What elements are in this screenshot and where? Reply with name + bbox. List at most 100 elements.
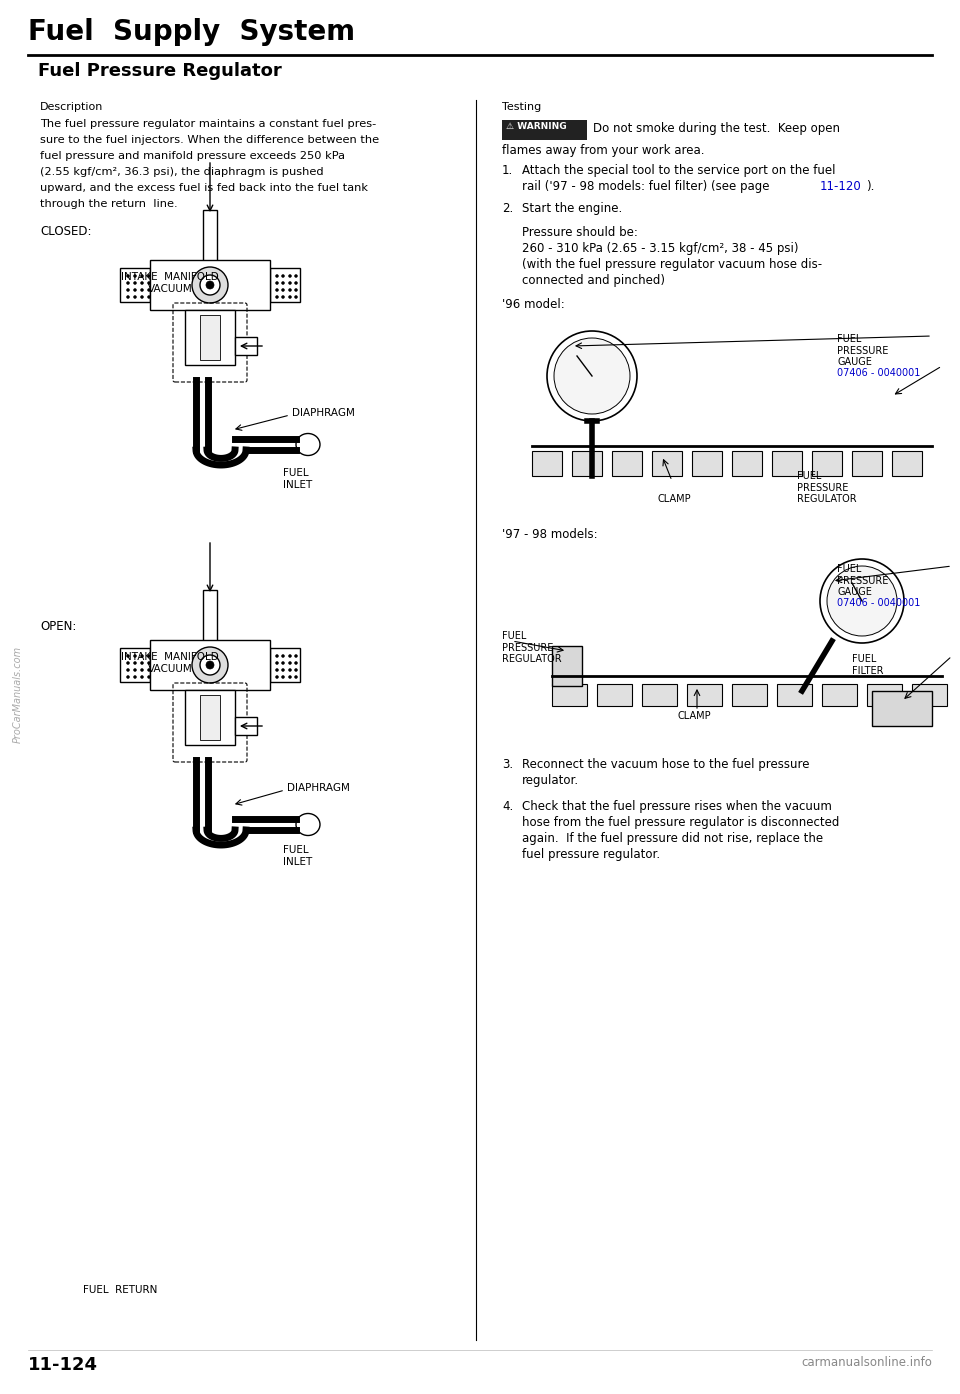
- Text: rail ('97 - 98 models: fuel filter) (see page: rail ('97 - 98 models: fuel filter) (see…: [522, 180, 773, 192]
- Text: carmanualsonline.info: carmanualsonline.info: [802, 1356, 932, 1369]
- Circle shape: [276, 655, 278, 658]
- Circle shape: [127, 289, 130, 291]
- Circle shape: [127, 655, 130, 658]
- Text: Fuel Pressure Regulator: Fuel Pressure Regulator: [38, 61, 281, 79]
- Text: FUEL
PRESSURE
GAUGE: FUEL PRESSURE GAUGE: [837, 565, 888, 597]
- Circle shape: [140, 655, 143, 658]
- Bar: [732, 684, 767, 705]
- Circle shape: [276, 289, 278, 291]
- Circle shape: [295, 289, 298, 291]
- Circle shape: [289, 275, 292, 277]
- Bar: [867, 684, 902, 705]
- Text: CLOSED:: CLOSED:: [40, 224, 91, 238]
- Bar: [235, 717, 257, 735]
- Circle shape: [133, 676, 136, 679]
- Text: fuel pressure and manifold pressure exceeds 250 kPa: fuel pressure and manifold pressure exce…: [40, 151, 345, 160]
- Ellipse shape: [296, 434, 320, 456]
- Text: Do not smoke during the test.  Keep open: Do not smoke during the test. Keep open: [593, 123, 840, 135]
- Text: OPEN:: OPEN:: [40, 620, 77, 633]
- Circle shape: [200, 655, 220, 675]
- Bar: [552, 645, 582, 686]
- Circle shape: [140, 669, 143, 672]
- Circle shape: [133, 282, 136, 284]
- Bar: [532, 452, 562, 475]
- Bar: [120, 648, 150, 682]
- Circle shape: [127, 676, 130, 679]
- Text: Testing: Testing: [502, 102, 541, 112]
- Bar: [270, 648, 300, 682]
- Circle shape: [289, 662, 292, 665]
- Text: '96 model:: '96 model:: [502, 298, 564, 311]
- Circle shape: [127, 662, 130, 665]
- Text: FUEL
FILTER: FUEL FILTER: [852, 654, 883, 676]
- Circle shape: [127, 669, 130, 672]
- Circle shape: [140, 289, 143, 291]
- Bar: [502, 120, 587, 139]
- Text: DIAPHRAGM: DIAPHRAGM: [292, 408, 355, 418]
- Circle shape: [281, 676, 284, 679]
- Text: ⚠ WARNING: ⚠ WARNING: [506, 123, 566, 131]
- Circle shape: [281, 662, 284, 665]
- Text: regulator.: regulator.: [522, 774, 579, 788]
- Bar: [732, 452, 762, 475]
- Circle shape: [281, 655, 284, 658]
- Text: upward, and the excess fuel is fed back into the fuel tank: upward, and the excess fuel is fed back …: [40, 183, 368, 192]
- Bar: [203, 590, 217, 645]
- Circle shape: [295, 662, 298, 665]
- Circle shape: [276, 662, 278, 665]
- Text: 2.: 2.: [502, 202, 514, 215]
- Circle shape: [289, 282, 292, 284]
- Circle shape: [127, 296, 130, 298]
- Text: The fuel pressure regulator maintains a constant fuel pres-: The fuel pressure regulator maintains a …: [40, 118, 376, 130]
- Circle shape: [276, 282, 278, 284]
- Bar: [612, 452, 642, 475]
- Circle shape: [276, 275, 278, 277]
- Circle shape: [295, 275, 298, 277]
- Circle shape: [148, 669, 151, 672]
- Circle shape: [276, 676, 278, 679]
- Circle shape: [206, 661, 214, 669]
- Text: 260 - 310 kPa (2.65 - 3.15 kgf/cm², 38 - 45 psi): 260 - 310 kPa (2.65 - 3.15 kgf/cm², 38 -…: [522, 243, 799, 255]
- Bar: [892, 452, 922, 475]
- Text: through the return  line.: through the return line.: [40, 199, 178, 209]
- Text: connected and pinched): connected and pinched): [522, 275, 665, 287]
- Circle shape: [547, 330, 637, 421]
- Circle shape: [281, 275, 284, 277]
- Text: Start the engine.: Start the engine.: [522, 202, 622, 215]
- Bar: [200, 315, 220, 360]
- Circle shape: [140, 275, 143, 277]
- Circle shape: [281, 296, 284, 298]
- Bar: [652, 452, 682, 475]
- Circle shape: [192, 647, 228, 683]
- Circle shape: [554, 337, 630, 414]
- Bar: [120, 268, 150, 302]
- Circle shape: [133, 662, 136, 665]
- Circle shape: [148, 282, 151, 284]
- Text: (with the fuel pressure regulator vacuum hose dis-: (with the fuel pressure regulator vacuum…: [522, 258, 822, 270]
- Text: INTAKE  MANIFOLD
VACUUM: INTAKE MANIFOLD VACUUM: [121, 272, 219, 294]
- Bar: [822, 684, 857, 705]
- Circle shape: [200, 275, 220, 296]
- Circle shape: [289, 669, 292, 672]
- Circle shape: [148, 676, 151, 679]
- Circle shape: [289, 296, 292, 298]
- Circle shape: [140, 662, 143, 665]
- Text: ).: ).: [866, 180, 875, 192]
- Text: '97 - 98 models:: '97 - 98 models:: [502, 528, 598, 541]
- Circle shape: [295, 296, 298, 298]
- Circle shape: [289, 676, 292, 679]
- Bar: [552, 684, 587, 705]
- Text: Attach the special tool to the service port on the fuel: Attach the special tool to the service p…: [522, 164, 835, 177]
- Text: Pressure should be:: Pressure should be:: [522, 226, 637, 238]
- Bar: [150, 640, 270, 690]
- Circle shape: [289, 655, 292, 658]
- Circle shape: [133, 289, 136, 291]
- Text: 3.: 3.: [502, 758, 514, 771]
- Text: DIAPHRAGM: DIAPHRAGM: [287, 783, 349, 793]
- Bar: [812, 452, 842, 475]
- Bar: [270, 268, 300, 302]
- Text: 07406 - 0040001: 07406 - 0040001: [837, 598, 921, 608]
- Circle shape: [148, 289, 151, 291]
- Bar: [572, 452, 602, 475]
- Circle shape: [133, 655, 136, 658]
